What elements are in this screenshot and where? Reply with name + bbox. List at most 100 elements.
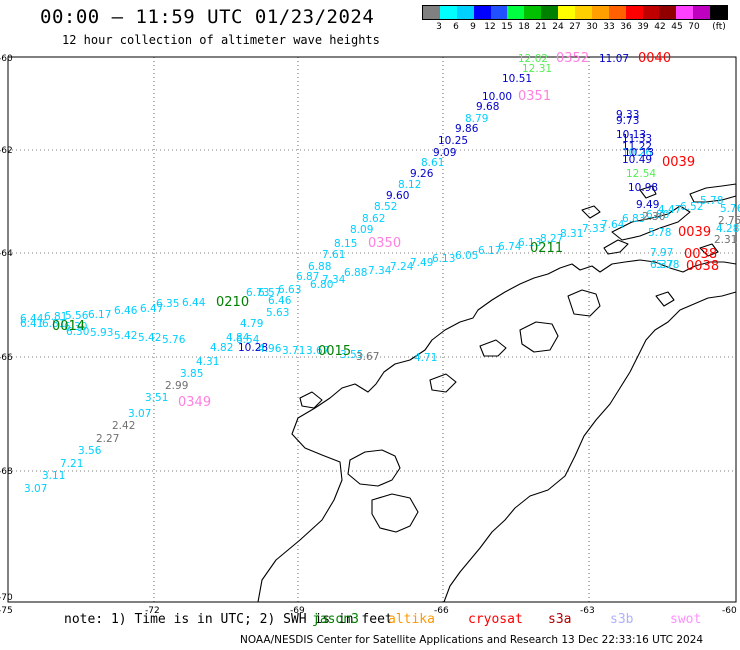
anvers-island: [519, 321, 559, 353]
track-value: 8.61: [421, 157, 444, 169]
colorbar-swatch: [625, 6, 643, 19]
track-value: 9.73: [616, 115, 639, 127]
lon-label: -72: [145, 606, 160, 616]
track-value: 5.76: [162, 334, 186, 346]
track-value: 6.87: [296, 271, 319, 283]
track-value: 5.78: [656, 259, 679, 271]
track-value: 8.15: [334, 238, 357, 250]
track-value: 10.00: [482, 91, 512, 103]
track-value: 6.35: [156, 298, 179, 310]
lat-label: -70: [0, 593, 13, 603]
track-value: 10.28: [238, 342, 268, 354]
track-value: 6.17: [88, 309, 111, 321]
track-value: 10.26: [622, 147, 652, 159]
colorbar-label: 70: [688, 22, 700, 32]
track-value: 6.81: [44, 311, 67, 323]
colorbar-swatch: [490, 6, 508, 19]
track-value: 5.63: [266, 307, 289, 319]
colorbar-swatch: [507, 6, 525, 19]
track-value: 2.99: [165, 380, 188, 392]
track-value: 6.57: [258, 287, 281, 299]
track-value: 3.56: [78, 445, 102, 457]
track-value: 6.46: [268, 295, 292, 307]
colorbar-label: 12: [484, 22, 496, 32]
wave-height-colorbar: [422, 5, 728, 20]
track-value: 6.44: [20, 313, 44, 325]
track-value: 5.78: [648, 227, 671, 239]
track-value: 3.55: [340, 349, 363, 361]
lat-label: -66: [0, 353, 13, 363]
track-value: 12.31: [522, 63, 552, 75]
colorbar-swatch: [439, 6, 457, 19]
brabant-island: [567, 289, 601, 317]
track-value: 11.07: [599, 53, 629, 65]
track-value: 6.88: [344, 267, 367, 279]
track-value: 5.42: [138, 332, 161, 344]
track-value: 5.78: [700, 195, 723, 207]
island-c: [479, 339, 507, 357]
track-value: 4.28: [716, 223, 739, 235]
antarctic-peninsula-coast: [257, 259, 737, 603]
track-value: 3.07: [128, 408, 151, 420]
colorbar-label: 15: [501, 22, 513, 32]
king-george-island: [689, 183, 737, 203]
island-e: [299, 391, 323, 409]
lon-label: -60: [722, 606, 737, 616]
lat-label: -60: [0, 54, 13, 64]
track-value: 6.30: [66, 326, 89, 338]
peninsula-inner-coast: [443, 291, 737, 603]
footer-credit: NOAA/NESDIS Center for Satellite Applica…: [240, 634, 704, 646]
alexander-coast: [371, 493, 419, 533]
track-value: 8.27: [540, 233, 563, 245]
pass-time-label: 0351: [518, 89, 551, 104]
track-value: 3.71: [282, 345, 305, 357]
track-value: 6.17: [478, 245, 501, 257]
track-value: 7.97: [650, 247, 673, 259]
pass-time-label: 0349: [178, 395, 211, 410]
track-value: 7.61: [322, 249, 345, 261]
track-value: 6.81: [42, 318, 65, 330]
colorbar-swatch: [710, 6, 728, 19]
track-value: 2.42: [112, 420, 135, 432]
pass-time-label: 0014: [52, 319, 85, 334]
track-value: 6.37: [650, 259, 673, 271]
colorbar-swatch: [659, 6, 677, 19]
track-value: 3.51: [145, 392, 168, 404]
colorbar-swatch: [541, 6, 559, 19]
island-b: [639, 185, 657, 199]
track-value: 10.13: [616, 129, 646, 141]
track-value: 8.52: [374, 201, 397, 213]
colorbar-swatch: [642, 6, 660, 19]
track-value: 2.75: [718, 215, 740, 227]
track-value: 4.31: [196, 356, 219, 368]
pass-time-label: 0210: [216, 295, 249, 310]
track-value: 6.73: [246, 287, 269, 299]
track-value: 2.31: [714, 234, 737, 246]
smith-island: [603, 239, 629, 255]
track-value: 3.07: [24, 483, 47, 495]
colorbar-label: 18: [518, 22, 530, 32]
track-value: 8.62: [362, 213, 385, 225]
island-a: [581, 205, 601, 219]
track-value: 4.79: [240, 318, 263, 330]
track-value: 6.46: [114, 305, 138, 317]
pass-time-label: 0039: [662, 155, 695, 170]
track-value: 6.54: [236, 334, 260, 346]
track-value: 4.84: [226, 332, 250, 344]
track-value: 4.47: [658, 204, 681, 216]
track-value: 10.98: [628, 182, 658, 194]
track-value: 6.30: [64, 321, 87, 333]
lat-label: -62: [0, 146, 13, 156]
colorbar-swatch: [423, 6, 440, 19]
track-value: 12.54: [626, 168, 656, 180]
colorbar-swatch: [591, 6, 609, 19]
track-value: 7.21: [60, 458, 83, 470]
pass-time-label: 0038: [686, 259, 719, 274]
track-value: 4.82: [210, 342, 233, 354]
note-text: note: 1) Time is in UTC; 2) SWH is in fe…: [64, 612, 393, 627]
track-value: 7.34: [322, 274, 346, 286]
pass-time-label: 0039: [678, 225, 711, 240]
track-value: 6.52: [680, 201, 703, 213]
colorbar-label: 9: [470, 22, 476, 32]
